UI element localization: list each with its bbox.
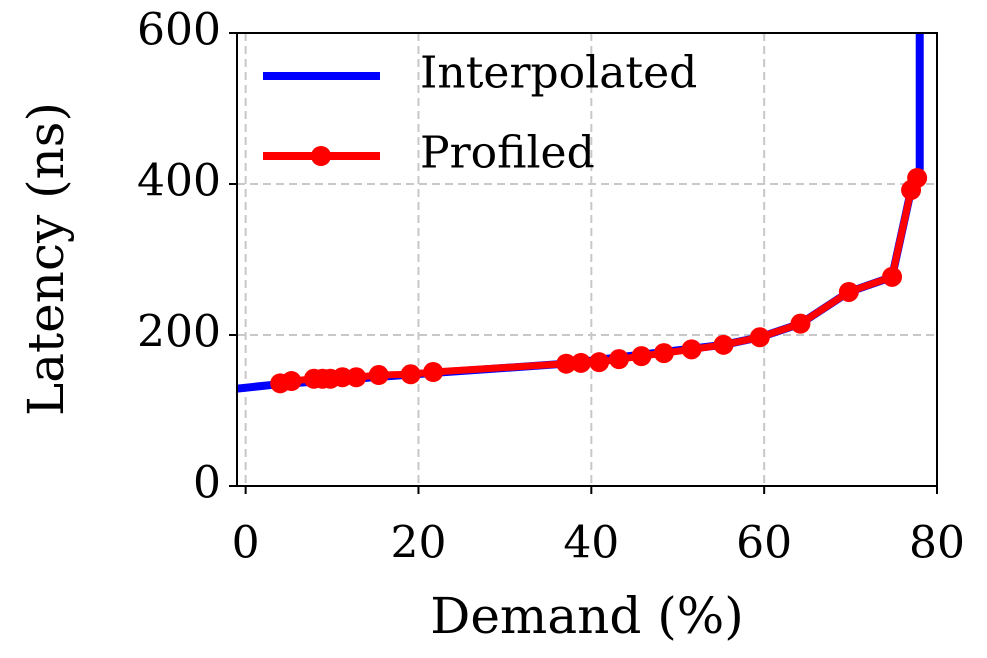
data-point [653,343,674,364]
data-point [556,353,577,374]
data-point [790,313,811,334]
y-tick-label: 200 [137,307,221,358]
data-point [631,346,652,367]
legend-label: Interpolated [420,48,697,99]
legend: Interpolated Profiled [263,48,697,179]
y-tick-label: 600 [137,5,221,56]
y-tick-label: 0 [193,458,221,509]
data-point [713,334,734,355]
data-point [882,266,903,287]
y-tick-label: 400 [137,156,221,207]
data-point [332,367,353,388]
data-point [838,281,859,302]
data-point [400,364,421,385]
x-axis-label: Demand (%) [430,587,744,645]
data-point [907,167,928,188]
axes-frame [236,32,938,487]
data-point [570,352,591,373]
data-point [423,361,444,382]
x-tick-label: 0 [232,518,260,569]
x-tick-label: 80 [909,518,965,569]
x-tick-label: 60 [736,518,792,569]
data-point [346,367,367,388]
data-point [681,339,702,360]
plot-area [237,33,928,394]
data-point [608,349,629,370]
grid [237,32,938,487]
data-point [749,327,770,348]
data-point [281,371,302,392]
legend-label: Profiled [420,128,595,179]
data-point [368,365,389,386]
y-axis-label: Latency (ns) [17,102,75,416]
x-tick-label: 20 [390,518,446,569]
legend-marker [311,146,331,166]
data-point [589,352,610,373]
x-tick-label: 40 [563,518,619,569]
